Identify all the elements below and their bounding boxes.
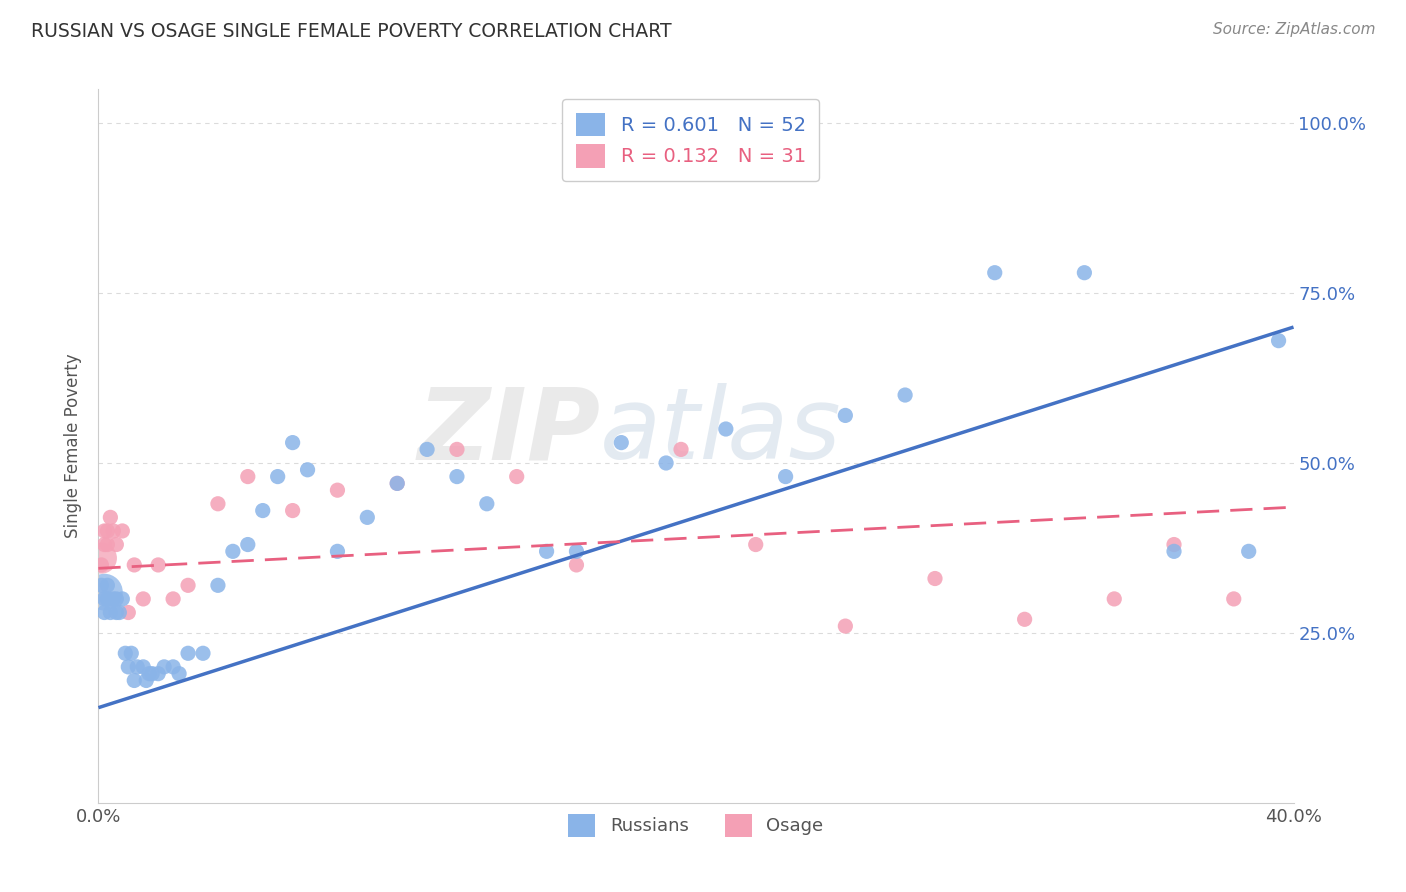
Text: Source: ZipAtlas.com: Source: ZipAtlas.com xyxy=(1212,22,1375,37)
Point xyxy=(326,483,349,498)
Point xyxy=(1073,266,1095,280)
Point xyxy=(191,646,214,660)
Point xyxy=(1267,334,1289,348)
Point xyxy=(124,673,146,688)
Point xyxy=(90,558,112,572)
Point xyxy=(96,578,118,592)
Point xyxy=(135,673,157,688)
Point xyxy=(132,660,155,674)
Point xyxy=(117,606,139,620)
Point xyxy=(236,469,259,483)
Point xyxy=(1163,544,1185,558)
Point xyxy=(93,524,115,538)
Point xyxy=(385,476,409,491)
Point xyxy=(894,388,917,402)
Point xyxy=(148,666,170,681)
Point xyxy=(1104,591,1126,606)
Point xyxy=(446,469,468,483)
Point xyxy=(93,537,115,551)
Text: RUSSIAN VS OSAGE SINGLE FEMALE POVERTY CORRELATION CHART: RUSSIAN VS OSAGE SINGLE FEMALE POVERTY C… xyxy=(31,22,672,41)
Point xyxy=(98,606,122,620)
Point xyxy=(162,660,184,674)
Point xyxy=(132,591,155,606)
Point xyxy=(222,544,245,558)
Point xyxy=(1237,544,1260,558)
Point xyxy=(356,510,378,524)
Point xyxy=(252,503,274,517)
Point xyxy=(93,585,115,599)
Y-axis label: Single Female Poverty: Single Female Poverty xyxy=(65,354,83,538)
Point xyxy=(236,537,259,551)
Point xyxy=(984,266,1007,280)
Point xyxy=(103,591,125,606)
Point xyxy=(108,606,131,620)
Point xyxy=(610,435,633,450)
Point xyxy=(98,510,122,524)
Text: ZIP: ZIP xyxy=(418,384,600,480)
Point xyxy=(536,544,558,558)
Point xyxy=(385,476,409,491)
Point xyxy=(90,578,112,592)
Point xyxy=(138,666,160,681)
Point xyxy=(141,666,163,681)
Point xyxy=(297,463,319,477)
Point xyxy=(714,422,737,436)
Point xyxy=(834,409,856,423)
Point xyxy=(775,469,797,483)
Point xyxy=(96,524,118,538)
Point xyxy=(281,503,304,517)
Point xyxy=(1163,537,1185,551)
Point xyxy=(127,660,149,674)
Point xyxy=(655,456,678,470)
Point xyxy=(565,558,588,572)
Point xyxy=(506,469,529,483)
Point xyxy=(177,578,200,592)
Point xyxy=(114,646,136,660)
Point xyxy=(924,572,946,586)
Point xyxy=(96,591,118,606)
Point xyxy=(103,524,125,538)
Point xyxy=(326,544,349,558)
Point xyxy=(167,666,190,681)
Legend: Russians, Osage: Russians, Osage xyxy=(561,807,831,844)
Point xyxy=(565,544,588,558)
Point xyxy=(105,606,128,620)
Point xyxy=(120,646,142,660)
Point xyxy=(1223,591,1246,606)
Point xyxy=(162,591,184,606)
Point xyxy=(669,442,692,457)
Point xyxy=(93,606,115,620)
Point xyxy=(475,497,498,511)
Point xyxy=(117,660,139,674)
Point xyxy=(96,537,118,551)
Point xyxy=(93,591,115,606)
Point xyxy=(416,442,439,457)
Point xyxy=(148,558,170,572)
Point xyxy=(207,497,229,511)
Point xyxy=(207,578,229,592)
Point xyxy=(446,442,468,457)
Point xyxy=(834,619,856,633)
Point xyxy=(267,469,290,483)
Point xyxy=(111,524,134,538)
Point xyxy=(153,660,176,674)
Point xyxy=(105,537,128,551)
Point xyxy=(111,591,134,606)
Point xyxy=(90,551,112,566)
Point xyxy=(105,591,128,606)
Point xyxy=(177,646,200,660)
Text: atlas: atlas xyxy=(600,384,842,480)
Point xyxy=(1014,612,1036,626)
Point xyxy=(281,435,304,450)
Point xyxy=(745,537,768,551)
Point xyxy=(124,558,146,572)
